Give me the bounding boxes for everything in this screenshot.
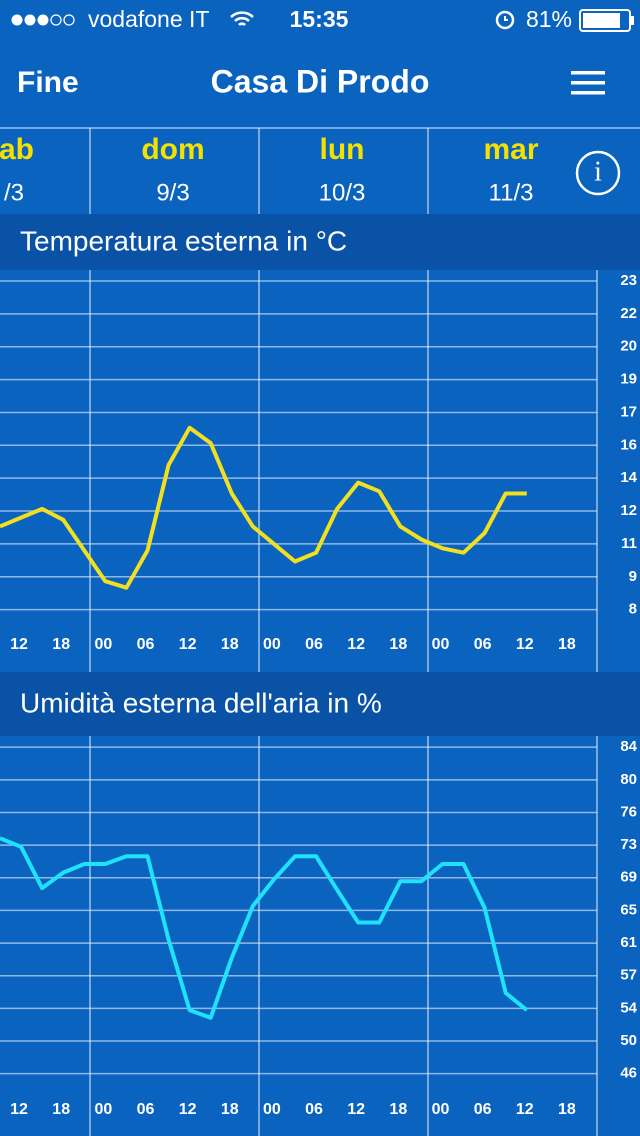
day-row: i xyxy=(0,127,640,214)
y-tick-label: 80 xyxy=(620,771,637,788)
back-button[interactable]: Fine xyxy=(17,66,79,99)
y-tick-label: 54 xyxy=(620,999,637,1016)
battery-icon xyxy=(579,9,634,32)
y-tick-label: 65 xyxy=(620,901,637,918)
y-tick-label: 46 xyxy=(620,1065,637,1082)
chart-title: Umidità esterna dell'aria in % xyxy=(20,687,382,718)
x-tick-label: 00 xyxy=(94,1101,112,1118)
x-tick-label: 06 xyxy=(305,1101,323,1118)
chart-title: Temperatura esterna in °C xyxy=(20,225,347,256)
y-tick-label: 8 xyxy=(629,601,637,618)
section-header xyxy=(0,672,640,736)
x-tick-label: 18 xyxy=(558,1101,576,1118)
x-tick-label: 18 xyxy=(389,1101,407,1118)
y-tick-label: 23 xyxy=(620,272,637,289)
day-date: 10/3 xyxy=(319,179,366,206)
x-tick-label: 18 xyxy=(52,636,70,653)
x-tick-label: 00 xyxy=(432,636,450,653)
x-tick-label: 18 xyxy=(221,636,239,653)
y-tick-label: 57 xyxy=(620,967,637,984)
y-tick-label: 19 xyxy=(620,371,637,388)
x-tick-label: 06 xyxy=(137,636,155,653)
y-tick-label: 22 xyxy=(620,305,637,322)
day-name: ab xyxy=(0,133,34,166)
x-tick-label: 12 xyxy=(10,636,28,653)
y-tick-label: 61 xyxy=(620,934,637,951)
y-tick-label: 50 xyxy=(620,1032,637,1049)
y-tick-label: 20 xyxy=(620,338,637,355)
x-tick-label: 12 xyxy=(347,636,365,653)
day-name: dom xyxy=(141,133,204,166)
y-tick-label: 14 xyxy=(620,469,637,486)
y-tick-label: 76 xyxy=(620,803,637,820)
x-tick-label: 00 xyxy=(263,1101,281,1118)
nav-bar: Fine Casa Di Prodo xyxy=(17,63,605,99)
battery-percent: 81% xyxy=(526,6,572,32)
day-name: mar xyxy=(483,133,538,166)
x-tick-label: 06 xyxy=(474,1101,492,1118)
y-tick-label: 11 xyxy=(621,535,637,552)
y-tick-label: 69 xyxy=(620,869,637,886)
signal-dot xyxy=(50,14,62,26)
x-tick-label: 18 xyxy=(558,636,576,653)
carrier: vodafone IT xyxy=(88,6,209,32)
x-tick-label: 12 xyxy=(179,636,197,653)
section-header xyxy=(0,214,640,270)
day-name: lun xyxy=(320,133,365,166)
day-date: /3 xyxy=(4,179,24,206)
data-line xyxy=(0,425,527,590)
info-button[interactable]: i xyxy=(575,150,621,196)
signal-dot xyxy=(63,14,75,26)
y-tick-label: 9 xyxy=(629,568,637,585)
x-tick-label: 18 xyxy=(389,636,407,653)
day-date: 11/3 xyxy=(489,179,534,206)
x-tick-label: 12 xyxy=(516,636,534,653)
x-tick-label: 06 xyxy=(474,636,492,653)
y-tick-label: 84 xyxy=(620,738,637,755)
wifi-icon xyxy=(230,11,254,27)
x-tick-label: 00 xyxy=(263,636,281,653)
x-tick-label: 12 xyxy=(516,1101,534,1118)
svg-text:i: i xyxy=(594,156,602,187)
status-bar: vodafone IT 15:35 81% xyxy=(11,6,634,32)
x-tick-label: 06 xyxy=(305,636,323,653)
nav-title: Casa Di Prodo xyxy=(211,63,430,99)
x-tick-label: 00 xyxy=(432,1101,450,1118)
signal-dot xyxy=(11,14,23,26)
y-tick-label: 17 xyxy=(620,403,637,420)
y-tick-label: 16 xyxy=(620,436,637,453)
y-tick-label: 73 xyxy=(620,836,637,853)
signal-dot xyxy=(37,14,49,26)
x-tick-label: 18 xyxy=(221,1101,239,1118)
x-tick-label: 12 xyxy=(347,1101,365,1118)
data-line xyxy=(0,836,529,1020)
x-tick-label: 18 xyxy=(52,1101,70,1118)
x-tick-label: 06 xyxy=(137,1101,155,1118)
signal-dot xyxy=(24,14,36,26)
day-date: 9/3 xyxy=(156,179,189,206)
alarm-icon xyxy=(495,10,515,30)
x-tick-label: 12 xyxy=(179,1101,197,1118)
x-tick-label: 12 xyxy=(10,1101,28,1118)
menu-button[interactable] xyxy=(571,71,605,95)
x-tick-label: 00 xyxy=(94,636,112,653)
clock: 15:35 xyxy=(290,6,349,32)
y-tick-label: 12 xyxy=(620,502,637,519)
